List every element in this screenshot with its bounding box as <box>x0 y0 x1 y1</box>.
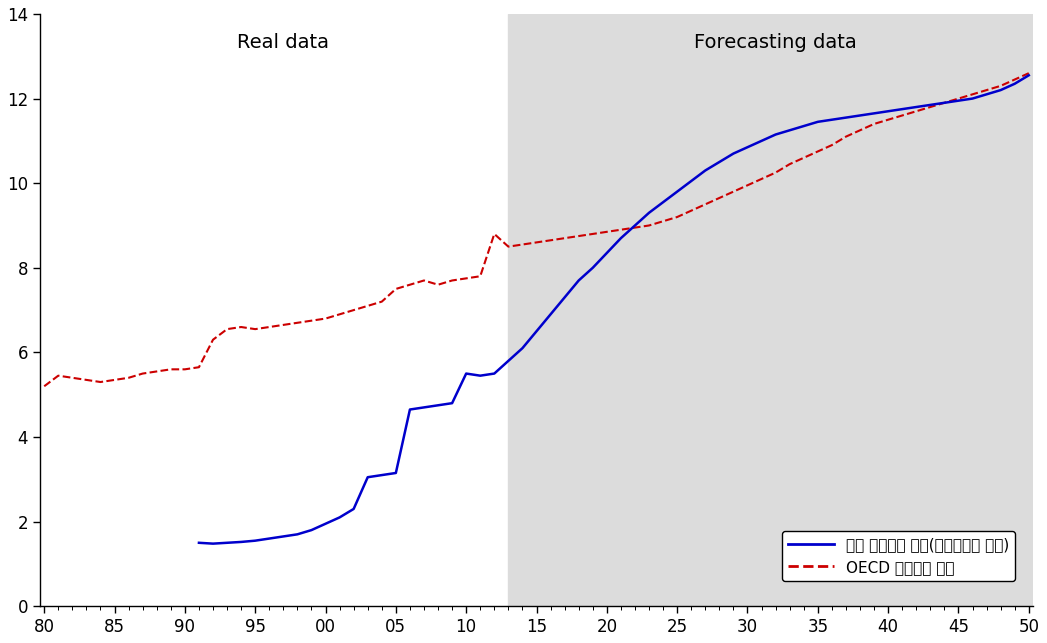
Legend: 한국 사회지출 현물(현재추세로 예측), OECD 사회지출 현물: 한국 사회지출 현물(현재추세로 예측), OECD 사회지출 현물 <box>782 531 1016 581</box>
Text: Real data: Real data <box>238 33 330 52</box>
Bar <box>509 14 1035 606</box>
Text: Forecasting data: Forecasting data <box>694 33 857 52</box>
